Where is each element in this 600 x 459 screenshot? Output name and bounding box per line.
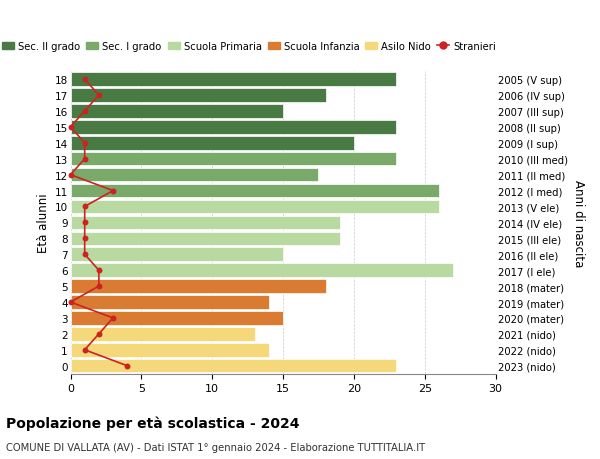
Bar [71, 73, 397, 87]
Bar [71, 121, 397, 134]
Point [66, 299, 76, 306]
Point [94, 92, 104, 100]
Y-axis label: Anni di nascita: Anni di nascita [572, 179, 585, 267]
Bar [71, 312, 283, 325]
Bar [71, 185, 439, 198]
Point [94, 283, 104, 290]
Bar [71, 216, 340, 230]
Point [80, 76, 89, 84]
Bar [71, 327, 254, 341]
Bar [71, 264, 453, 277]
Point [80, 156, 89, 163]
Point [108, 314, 118, 322]
Point [108, 187, 118, 195]
Point [80, 347, 89, 354]
Bar [71, 343, 269, 357]
Bar [71, 105, 283, 118]
Bar [71, 280, 326, 293]
Legend: Sec. II grado, Sec. I grado, Scuola Primaria, Scuola Infanzia, Asilo Nido, Stran: Sec. II grado, Sec. I grado, Scuola Prim… [0, 38, 500, 56]
Point [80, 108, 89, 115]
Y-axis label: Età alunni: Età alunni [37, 193, 50, 252]
Bar [71, 200, 439, 214]
Bar [71, 153, 397, 166]
Bar [71, 296, 269, 309]
Point [80, 219, 89, 227]
Bar [71, 89, 326, 102]
Point [80, 235, 89, 242]
Bar [71, 248, 283, 262]
Point [80, 203, 89, 211]
Bar [71, 137, 354, 150]
Bar [71, 168, 319, 182]
Bar [71, 359, 397, 373]
Point [66, 172, 76, 179]
Point [94, 267, 104, 274]
Bar [71, 232, 340, 246]
Point [66, 124, 76, 131]
Text: COMUNE DI VALLATA (AV) - Dati ISTAT 1° gennaio 2024 - Elaborazione TUTTITALIA.IT: COMUNE DI VALLATA (AV) - Dati ISTAT 1° g… [6, 442, 425, 452]
Point [94, 330, 104, 338]
Text: Popolazione per età scolastica - 2024: Popolazione per età scolastica - 2024 [6, 415, 299, 430]
Point [122, 362, 132, 369]
Point [80, 140, 89, 147]
Point [80, 251, 89, 258]
